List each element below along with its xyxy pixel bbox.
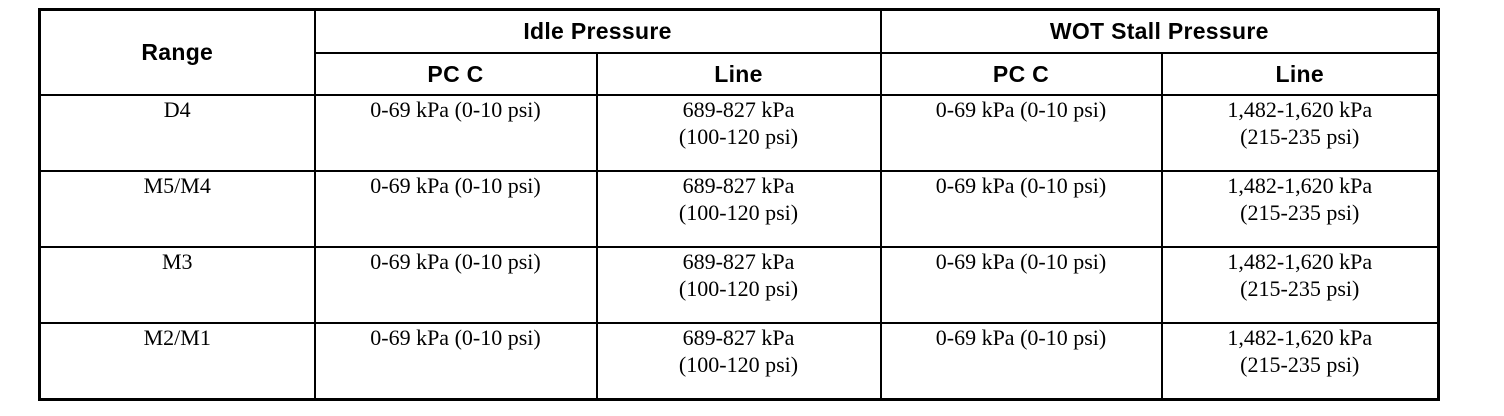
table-row: M5/M4 0-69 kPa (0-10 psi) 689-827 kPa (1…	[38, 170, 1440, 248]
wot-line-column-header: Line	[1160, 52, 1440, 96]
wot-stall-pressure-group-header: WOT Stall Pressure	[879, 8, 1440, 54]
range-column-header: Range	[38, 8, 316, 96]
idle-pc-c-cell: 0-69 kPa (0-10 psi)	[313, 94, 598, 172]
wot-pc-c-cell: 0-69 kPa (0-10 psi)	[879, 246, 1163, 324]
wot-line-cell: 1,482-1,620 kPa (215-235 psi)	[1160, 246, 1440, 324]
group-header-row: Range Idle Pressure WOT Stall Pressure	[38, 8, 1440, 96]
idle-line-cell: 689-827 kPa (100-120 psi)	[595, 322, 882, 401]
wot-pc-c-cell: 0-69 kPa (0-10 psi)	[879, 170, 1163, 248]
pressure-spec-table: Range Idle Pressure WOT Stall Pressure P…	[38, 8, 1441, 401]
table-row: M3 0-69 kPa (0-10 psi) 689-827 kPa (100-…	[38, 246, 1440, 324]
sub-header-row: PC C Line PC C Line	[40, 52, 1440, 96]
wot-pc-c-column-header: PC C	[879, 52, 1163, 96]
wot-pc-c-cell: 0-69 kPa (0-10 psi)	[879, 322, 1163, 401]
table-row: M2/M1 0-69 kPa (0-10 psi) 689-827 kPa (1…	[38, 322, 1440, 401]
wot-line-cell: 1,482-1,620 kPa (215-235 psi)	[1160, 170, 1440, 248]
wot-pc-c-cell: 0-69 kPa (0-10 psi)	[879, 94, 1163, 172]
idle-pressure-group-header: Idle Pressure	[313, 8, 882, 54]
table-row: D4 0-69 kPa (0-10 psi) 689-827 kPa (100-…	[38, 94, 1440, 172]
wot-line-cell: 1,482-1,620 kPa (215-235 psi)	[1160, 322, 1440, 401]
range-cell: M5/M4	[38, 170, 316, 248]
idle-pc-c-cell: 0-69 kPa (0-10 psi)	[313, 170, 598, 248]
idle-pc-c-column-header: PC C	[313, 52, 598, 96]
range-cell: M2/M1	[38, 322, 316, 401]
idle-pc-c-cell: 0-69 kPa (0-10 psi)	[313, 246, 598, 324]
range-cell: D4	[38, 94, 316, 172]
idle-line-cell: 689-827 kPa (100-120 psi)	[595, 246, 882, 324]
idle-line-cell: 689-827 kPa (100-120 psi)	[595, 94, 882, 172]
idle-line-column-header: Line	[595, 52, 882, 96]
range-cell: M3	[38, 246, 316, 324]
idle-line-cell: 689-827 kPa (100-120 psi)	[595, 170, 882, 248]
idle-pc-c-cell: 0-69 kPa (0-10 psi)	[313, 322, 598, 401]
wot-line-cell: 1,482-1,620 kPa (215-235 psi)	[1160, 94, 1440, 172]
